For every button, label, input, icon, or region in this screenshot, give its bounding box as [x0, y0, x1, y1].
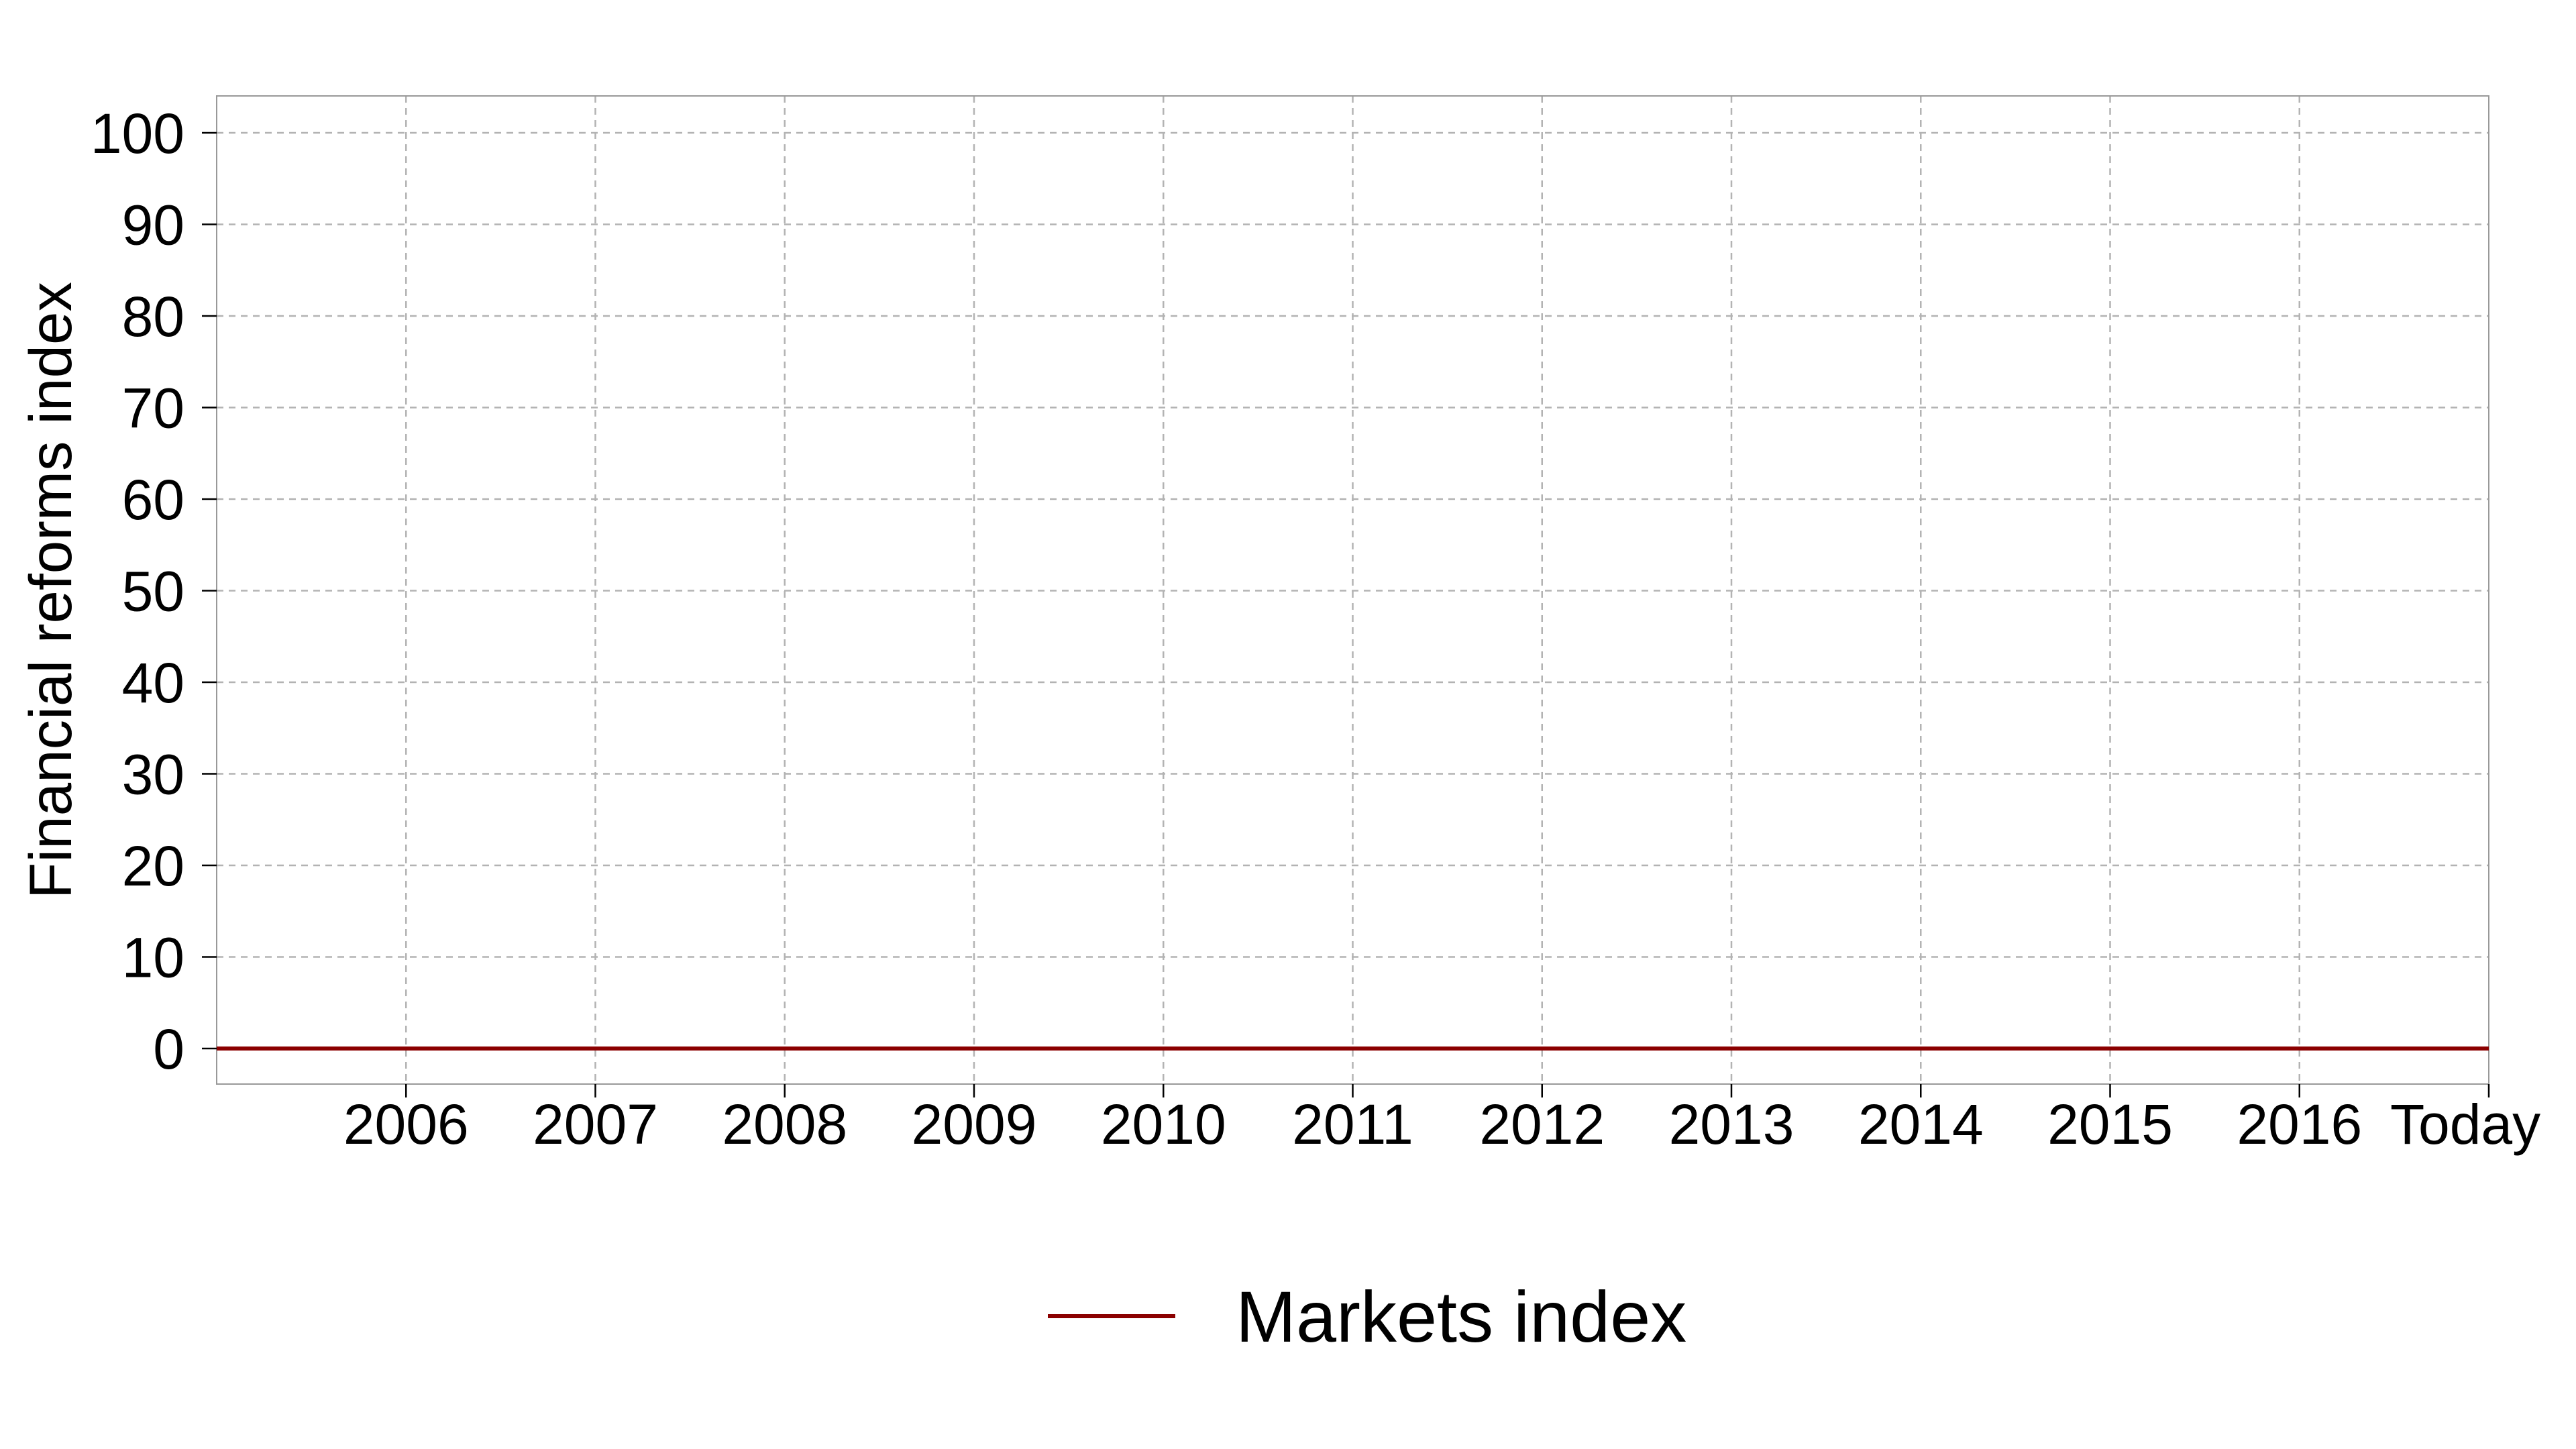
y-tick-label: 60 — [122, 468, 184, 531]
y-tick-label: 80 — [122, 285, 184, 348]
x-tick-label: 2015 — [2047, 1093, 2173, 1156]
x-tick-label: 2011 — [1292, 1093, 1413, 1156]
x-tick-label: 2012 — [1479, 1093, 1605, 1156]
x-tick-label: 2009 — [912, 1093, 1037, 1156]
x-tick-label: 2007 — [533, 1093, 658, 1156]
x-tick-label: 2006 — [343, 1093, 469, 1156]
y-tick-label: 30 — [122, 743, 184, 806]
legend: Markets index — [1048, 1276, 1686, 1357]
y-tick-label: 100 — [91, 102, 184, 165]
grid — [217, 96, 2489, 1084]
legend-label: Markets index — [1236, 1276, 1686, 1357]
y-axis: 0 10 20 30 40 50 60 70 80 90 100 — [91, 102, 217, 1081]
y-tick-label: 10 — [122, 926, 184, 989]
x-tick-label: Today — [2390, 1093, 2540, 1156]
x-axis: 2006 2007 2008 2009 2010 2011 2012 2013 2014 2015… — [343, 1084, 2540, 1156]
y-tick-label: 90 — [122, 194, 184, 257]
y-tick-label: 50 — [122, 560, 184, 623]
x-tick-label: 2014 — [1858, 1093, 1984, 1156]
y-tick-label: 0 — [153, 1018, 184, 1081]
x-tick-label: 2013 — [1669, 1093, 1794, 1156]
y-tick-label: 70 — [122, 377, 184, 440]
y-axis-title: Financial reforms index — [17, 282, 84, 899]
x-tick-label: 2008 — [722, 1093, 847, 1156]
y-tick-label: 20 — [122, 835, 184, 898]
x-tick-label: 2016 — [2237, 1093, 2362, 1156]
y-tick-label: 40 — [122, 651, 184, 714]
x-tick-label: 2010 — [1101, 1093, 1226, 1156]
